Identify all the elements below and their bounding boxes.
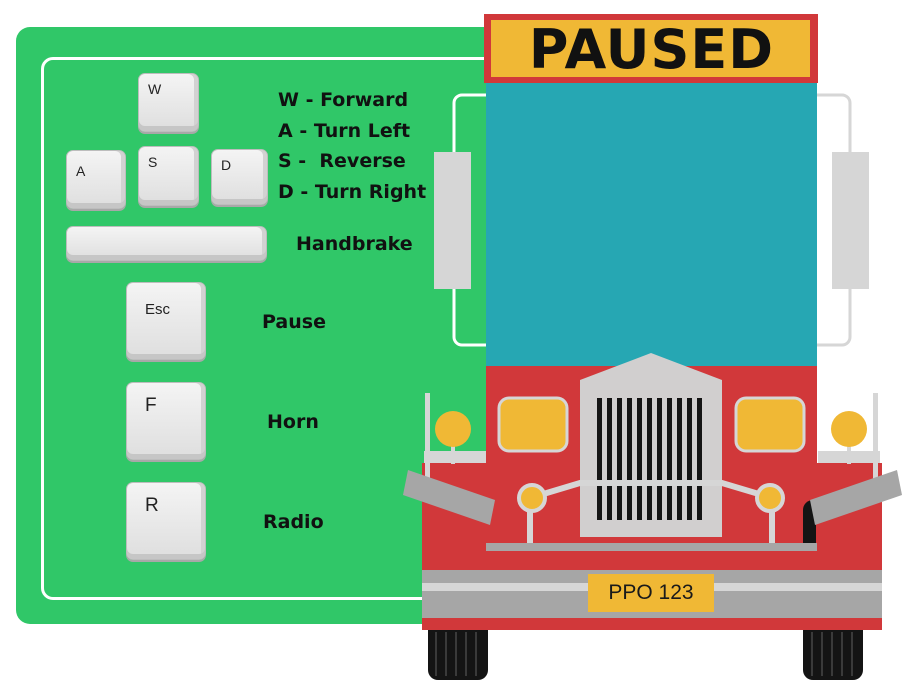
key-w[interactable]: W xyxy=(138,73,199,132)
horn-label: Horn xyxy=(267,411,319,433)
right-mirror xyxy=(832,152,869,289)
key-esc[interactable]: Esc xyxy=(126,282,206,360)
left-fog-lamp xyxy=(517,483,547,513)
right-flap xyxy=(810,470,902,525)
bull-bar xyxy=(527,480,775,608)
key-r[interactable]: R xyxy=(126,482,206,560)
right-side-lamp xyxy=(831,411,867,447)
license-plate xyxy=(588,574,714,612)
left-headlight xyxy=(497,396,569,453)
bumper-top xyxy=(422,551,882,570)
bumper-trim xyxy=(486,543,817,552)
control-left-label: A - Turn Left xyxy=(278,119,411,142)
control-reverse-label: S - Reverse xyxy=(278,150,406,172)
control-forward-label: W - Forward xyxy=(278,89,409,111)
bumper-bottom xyxy=(422,618,882,630)
sign-face xyxy=(491,20,810,77)
paused-title: PAUSED xyxy=(528,18,775,81)
handbrake-label: Handbrake xyxy=(296,233,413,255)
left-flap xyxy=(403,470,495,525)
key-space-handbrake[interactable] xyxy=(66,226,267,261)
windshield xyxy=(486,83,817,366)
license-plate-text: PPO 123 xyxy=(608,581,694,604)
right-fog-lamp xyxy=(755,483,785,513)
left-bar xyxy=(424,451,486,463)
key-s[interactable]: S xyxy=(138,146,199,206)
left-pole xyxy=(425,393,430,483)
right-headlight xyxy=(734,396,806,453)
key-a[interactable]: A xyxy=(66,150,126,209)
movement-controls-list: W - Forward A - Turn Left S - Reverse D … xyxy=(278,85,426,207)
key-d[interactable]: D xyxy=(211,149,268,205)
right-bar xyxy=(818,451,880,463)
left-mirror xyxy=(434,152,471,289)
left-side-lamp xyxy=(435,411,471,447)
radio-label: Radio xyxy=(263,511,324,533)
grill-slats xyxy=(597,398,702,520)
right-pole xyxy=(873,393,878,483)
key-f[interactable]: F xyxy=(126,382,206,460)
grill-roof xyxy=(580,353,722,380)
pause-label: Pause xyxy=(262,311,326,333)
control-right-label: D - Turn Right xyxy=(278,180,427,203)
